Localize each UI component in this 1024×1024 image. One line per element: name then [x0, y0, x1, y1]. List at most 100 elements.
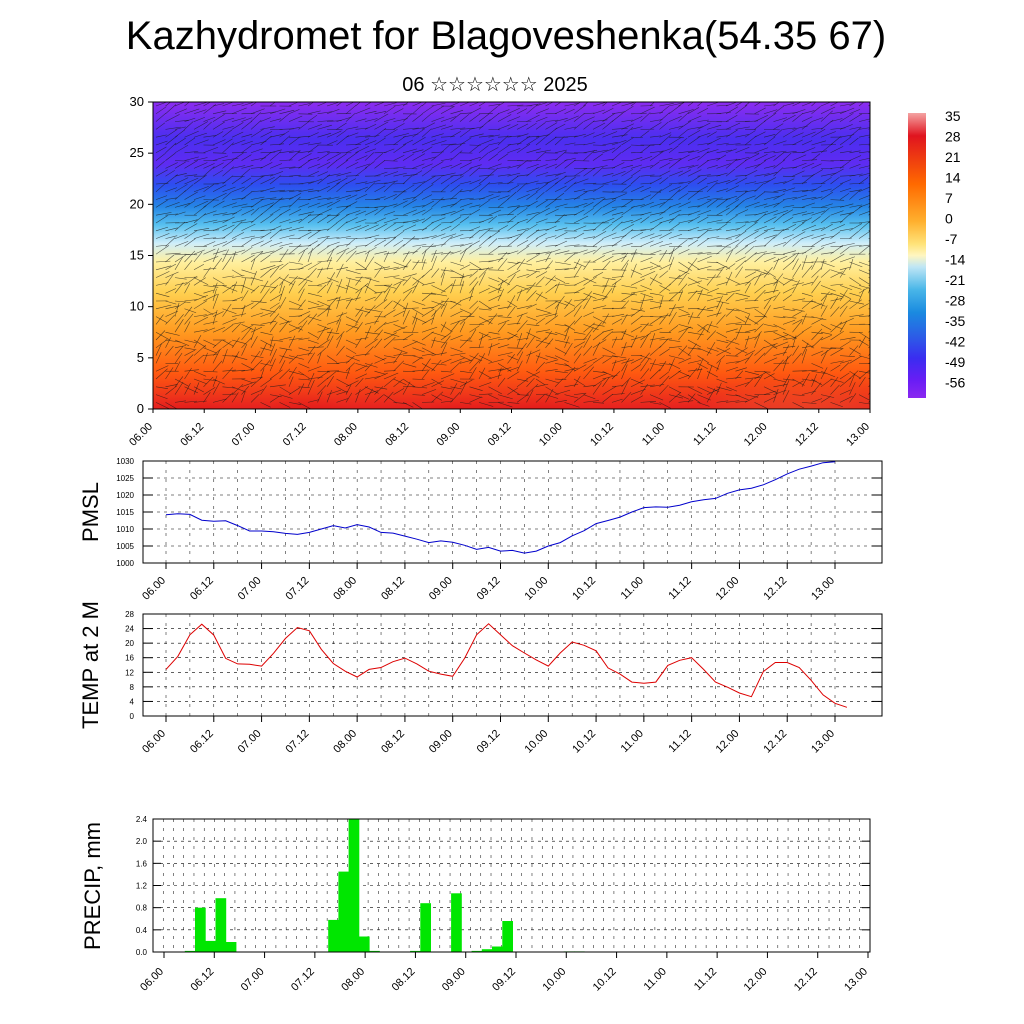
- wind-barb: [773, 123, 784, 130]
- wind-barb: [298, 158, 312, 169]
- wind-barb: [545, 369, 558, 372]
- wind-barb: [678, 111, 690, 122]
- wind-barb: [792, 394, 805, 396]
- wind-barb: [801, 299, 814, 310]
- wind-barb: [241, 168, 251, 177]
- wind-barb: [412, 104, 423, 115]
- wind-barb: [573, 167, 587, 177]
- wind-barb: [507, 269, 521, 278]
- wind-barb: [801, 402, 817, 404]
- wind-barb: [288, 115, 303, 122]
- wind-barb: [640, 216, 650, 224]
- wind-barb: [659, 157, 673, 161]
- wind-barb: [773, 341, 789, 349]
- wind-barb: [611, 102, 623, 107]
- wind-barb: [241, 324, 254, 333]
- wind-barb: [241, 277, 247, 294]
- wind-barb: [279, 159, 293, 161]
- wind-barb: [250, 394, 260, 403]
- wind-barb: [469, 346, 484, 349]
- wind-barb: [250, 141, 267, 146]
- wind-barb: [735, 175, 747, 177]
- wind-barb: [250, 355, 264, 358]
- wind-barb: [165, 339, 181, 343]
- wind-barb: [792, 282, 804, 286]
- wind-barb: [640, 358, 650, 372]
- wind-barb: [820, 172, 837, 177]
- wind-barb: [849, 150, 861, 154]
- wind-barb: [307, 214, 323, 216]
- wind-barb: [421, 207, 433, 216]
- wind-barb: [554, 159, 568, 169]
- wind-barb: [630, 185, 644, 193]
- wind-barb: [260, 280, 269, 294]
- wind-barb: [773, 105, 784, 115]
- wind-barb: [687, 316, 701, 319]
- wind-barb: [174, 119, 190, 122]
- wind-barb: [716, 163, 731, 169]
- wind-barb: [488, 153, 499, 161]
- wind-barb: [364, 305, 376, 317]
- wind-barb: [355, 287, 363, 302]
- wind-barb: [440, 283, 453, 294]
- wind-barb: [279, 296, 287, 309]
- wind-barb: [744, 376, 761, 380]
- wind-barb: [469, 209, 481, 216]
- wind-barb: [488, 106, 498, 115]
- wind-barb: [754, 316, 765, 325]
- wind-barb: [592, 122, 606, 130]
- wind-barb: [155, 245, 170, 255]
- wind-barb: [611, 385, 624, 388]
- wind-barb: [735, 260, 746, 271]
- wind-barb: [174, 352, 183, 364]
- precip-panel: 0.00.40.81.21.62.02.4 06.00 06.12 07.00 07.…: [80, 815, 871, 994]
- wind-barb: [668, 158, 682, 161]
- wind-barb: [830, 210, 844, 216]
- wind-barb: [849, 230, 859, 239]
- wind-barb: [792, 182, 807, 185]
- wind-barb: [668, 104, 681, 115]
- wind-barb: [336, 278, 343, 294]
- wind-barb: [450, 357, 465, 364]
- wind-barb: [326, 371, 337, 380]
- heatmap-x-tick-label: 07.12: [281, 421, 309, 449]
- wind-barb: [554, 283, 570, 286]
- wind-barb: [450, 127, 466, 130]
- wind-barb: [516, 351, 524, 364]
- wind-barb: [782, 152, 792, 161]
- wind-barb: [507, 135, 521, 138]
- wind-barb: [174, 160, 190, 162]
- wind-barb: [345, 225, 362, 232]
- wind-barb: [535, 267, 550, 271]
- wind-barb: [241, 363, 253, 370]
- wind-barb: [668, 277, 683, 280]
- wind-barb: [763, 136, 776, 146]
- wind-barb: [782, 390, 790, 403]
- wind-barb: [317, 161, 331, 169]
- wind-barb: [649, 161, 660, 169]
- wind-barb: [488, 374, 502, 380]
- wind-barb: [820, 305, 828, 317]
- wind-barb: [440, 221, 454, 224]
- wind-barb: [507, 107, 520, 115]
- wind-barb: [345, 151, 359, 161]
- wind-barb: [355, 186, 368, 193]
- wind-barb: [763, 297, 772, 309]
- wind-barb: [412, 312, 418, 325]
- wind-barb: [668, 116, 682, 122]
- wind-barb: [592, 378, 606, 388]
- wind-barb: [298, 250, 305, 263]
- wind-barb: [336, 267, 349, 271]
- wind-barb: [345, 126, 359, 130]
- wind-barb: [592, 339, 607, 349]
- wind-barb: [611, 281, 617, 294]
- wind-barb: [526, 271, 537, 278]
- colorbar-label: 0: [945, 211, 953, 227]
- wind-barb: [440, 394, 454, 400]
- wind-barb: [469, 226, 481, 232]
- wind-barb: [858, 285, 870, 289]
- wind-barb: [431, 152, 442, 161]
- wind-barb: [526, 223, 538, 232]
- wind-barb: [450, 199, 462, 208]
- wind-barb: [621, 377, 631, 387]
